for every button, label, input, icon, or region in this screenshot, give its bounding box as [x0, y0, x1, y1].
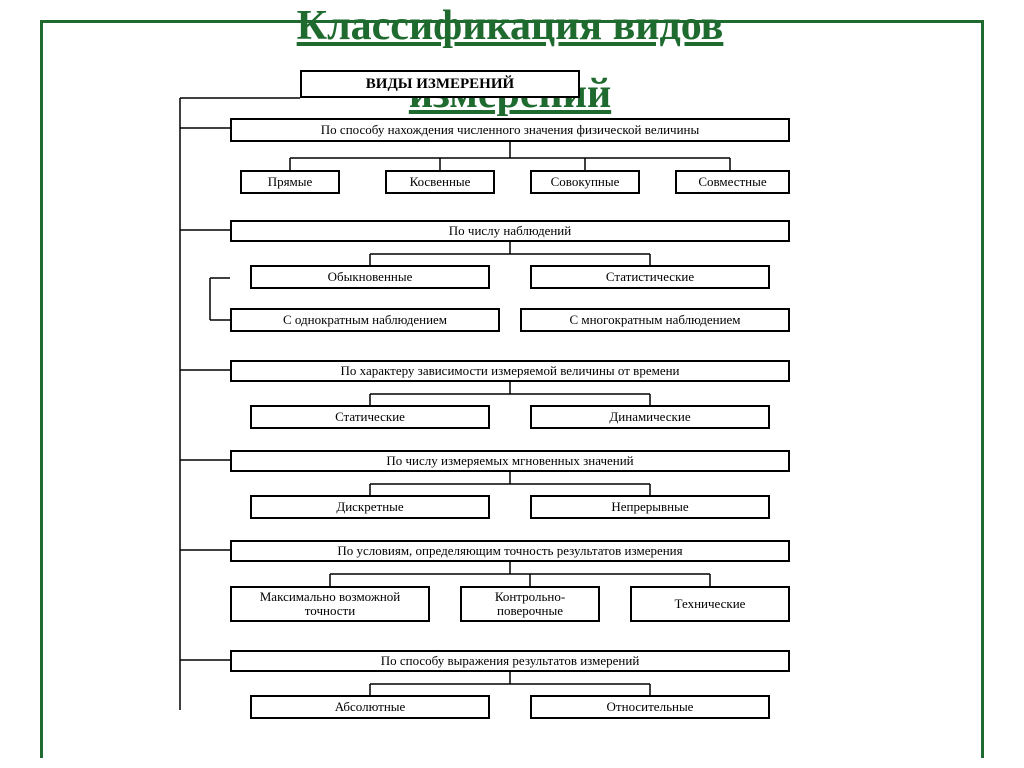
slide-frame-left	[40, 20, 43, 758]
connector-lines	[150, 70, 870, 760]
slide-title: Классификация видов	[60, 2, 960, 50]
classification-diagram: ВИДЫ ИЗМЕРЕНИЙ По способу нахождения чис…	[150, 70, 870, 760]
slide-frame-right	[981, 20, 984, 758]
